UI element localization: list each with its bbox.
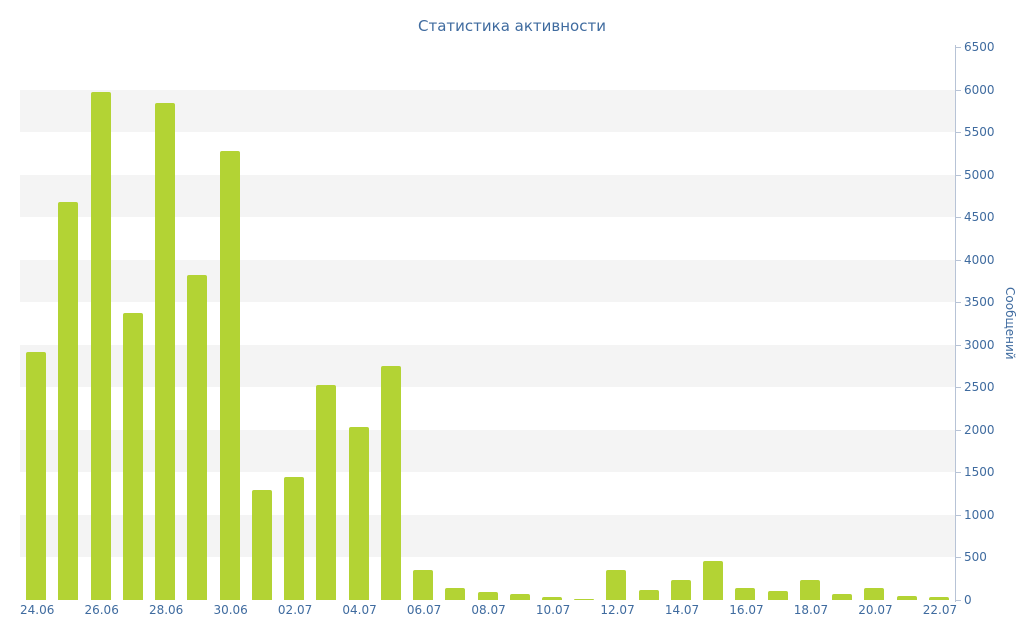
x-axis-tick-label: 18.07 — [793, 603, 829, 617]
bar-11.07 — [574, 598, 595, 600]
y-axis-tick-label: 4500 — [964, 210, 995, 225]
bar-30.06 — [219, 150, 240, 600]
x-axis-tick-label: 16.07 — [729, 603, 764, 617]
y-axis-tick-label: 6000 — [964, 82, 995, 97]
x-axis-tick-label: 04.07 — [342, 603, 377, 617]
bar-18.07 — [799, 580, 820, 600]
bar-08.07 — [477, 592, 498, 600]
bar-16.07 — [735, 588, 756, 600]
x-axis-tick-label: 22.07 — [922, 603, 958, 617]
bar-09.07 — [509, 594, 530, 600]
y-axis-tick-label: 3500 — [964, 295, 995, 310]
bar-26.06 — [90, 92, 111, 600]
y-axis-tick — [955, 47, 961, 48]
bar-27.06 — [122, 313, 143, 600]
grid-bands-layer — [20, 47, 955, 600]
bar-13.07 — [638, 589, 659, 600]
bar-28.06 — [155, 103, 176, 600]
y-axis-tick — [955, 600, 961, 601]
bar-15.07 — [703, 560, 724, 600]
y-axis-tick — [955, 174, 961, 176]
bar-24.06 — [26, 352, 47, 600]
y-axis-tick — [955, 557, 961, 559]
bar-03.07 — [316, 384, 337, 600]
x-axis-tick-label: 12.07 — [600, 603, 635, 617]
bar-22.07 — [928, 596, 949, 600]
y-axis-tick — [955, 514, 961, 516]
y-axis-tick-label: 2000 — [964, 422, 995, 437]
bar-04.07 — [348, 427, 369, 600]
y-axis-ticks — [955, 47, 961, 601]
grid-band — [20, 174, 955, 218]
x-axis-tick-label: 02.07 — [277, 603, 313, 617]
x-axis-tick-label: 20.07 — [858, 603, 893, 617]
y-axis-tick — [955, 472, 961, 474]
bar-21.07 — [896, 596, 917, 600]
x-axis-tick-label: 14.07 — [664, 603, 700, 617]
y-axis-tick-label: 1000 — [964, 507, 995, 522]
x-axis-tick-label: 28.06 — [148, 603, 184, 617]
x-axis-tick-label: 08.07 — [471, 603, 506, 617]
x-axis-tick-label: 06.07 — [406, 603, 442, 617]
bar-02.07 — [284, 476, 305, 600]
y-axis-tick-labels: 0 500 1000 1500 2000 2500 3000 3500 4000 4500 5000… — [964, 40, 1006, 607]
bar-19.07 — [832, 594, 853, 600]
y-axis-tick-label: 6500 — [964, 40, 995, 54]
bar-07.07 — [445, 588, 466, 600]
grid-band — [20, 514, 955, 558]
y-axis-tick — [955, 302, 961, 304]
y-axis-tick — [955, 344, 961, 346]
y-axis-tick-label: 4000 — [964, 252, 995, 267]
y-axis-tick-label: 0 — [964, 593, 972, 607]
y-axis-tick — [955, 429, 961, 431]
bar-25.06 — [58, 201, 79, 600]
y-axis-tick-label: 5500 — [964, 125, 995, 140]
y-axis-line — [955, 45, 956, 602]
grid-band — [20, 344, 955, 388]
plot-area — [20, 47, 955, 600]
bar-29.06 — [187, 275, 208, 600]
bar-10.07 — [541, 597, 562, 600]
x-axis-tick-label: 30.06 — [213, 603, 248, 617]
y-axis-tick-label: 3000 — [964, 337, 995, 352]
bar-14.07 — [670, 580, 691, 600]
y-axis-tick — [955, 132, 961, 134]
y-axis-tick-label: 1500 — [964, 465, 995, 480]
y-axis-title: Сообщений — [1003, 287, 1017, 360]
x-axis-tick-label: 26.06 — [84, 603, 119, 617]
bars-layer — [20, 47, 955, 600]
x-axis-tick-label: 10.07 — [535, 603, 571, 617]
bar-17.07 — [767, 591, 788, 600]
chart-title: Статистика активности — [418, 17, 606, 35]
y-axis-tick — [955, 89, 961, 91]
y-axis-tick-label: 5000 — [964, 167, 995, 182]
bar-05.07 — [380, 366, 401, 600]
x-axis-tick-label: 24.06 — [20, 603, 55, 617]
x-axis-tick-labels: 24.06 26.06 28.06 30.06 02.07 04.07 06.07 08.07… — [20, 603, 958, 621]
y-axis-tick — [955, 387, 961, 389]
y-axis-tick-label: 2500 — [964, 380, 995, 395]
bar-12.07 — [606, 570, 627, 600]
grid-band — [20, 429, 955, 473]
grid-band — [20, 259, 955, 303]
bar-06.07 — [413, 570, 434, 600]
grid-band — [20, 89, 955, 133]
y-axis-tick — [955, 217, 961, 219]
y-axis-tick — [955, 259, 961, 261]
y-axis-tick-label: 500 — [964, 550, 987, 565]
bar-01.07 — [251, 490, 272, 600]
bar-20.07 — [864, 588, 885, 600]
